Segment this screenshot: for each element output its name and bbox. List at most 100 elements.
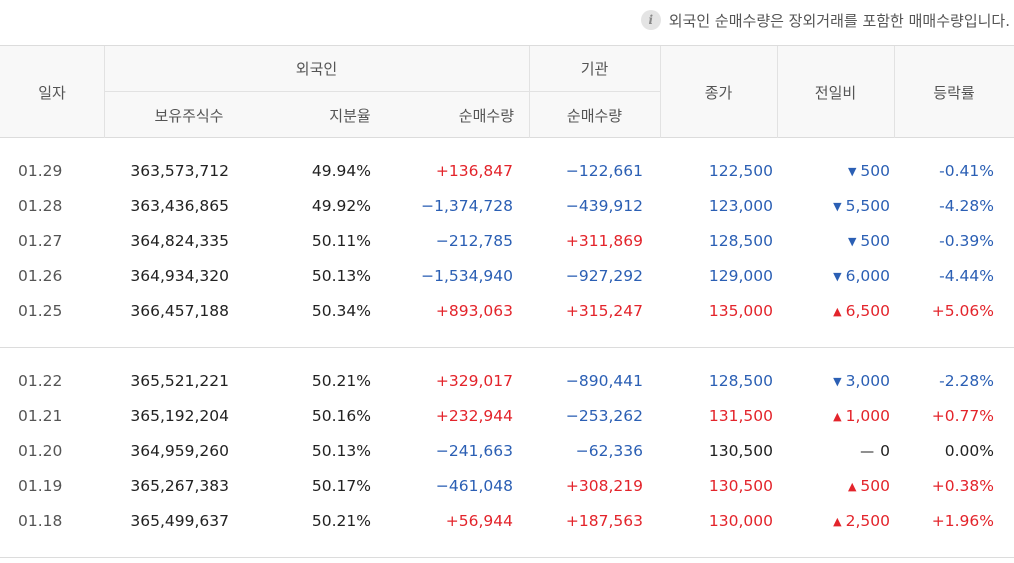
rate-cell: -4.28% bbox=[939, 197, 994, 215]
table-row: 01.21 365,192,204 50.16% +232,944 −253,262 13… bbox=[0, 399, 1014, 434]
ratio-cell: 50.11% bbox=[311, 232, 371, 250]
change-value: 500 bbox=[860, 162, 890, 180]
change-cell: ▲ 500 bbox=[848, 469, 890, 504]
date-cell: 01.21 bbox=[18, 407, 63, 425]
change-cell: —0 bbox=[860, 434, 890, 469]
holdings-cell: 366,457,188 bbox=[130, 302, 229, 320]
foreign-net-cell: +136,847 bbox=[435, 162, 513, 180]
notice: i 외국인 순매수량은 장외거래를 포함한 매매수량입니다. bbox=[640, 9, 1010, 31]
holdings-cell: 365,521,221 bbox=[130, 372, 229, 390]
change-value: 5,500 bbox=[845, 197, 890, 215]
header-ratio: 지분율 bbox=[329, 106, 371, 125]
header-close: 종가 bbox=[704, 83, 733, 102]
change-cell: ▼ 3,000 bbox=[833, 364, 890, 399]
rate-cell: +0.77% bbox=[931, 407, 994, 425]
ratio-cell: 50.21% bbox=[311, 512, 371, 530]
change-value: 500 bbox=[860, 477, 890, 495]
institution-net-cell: −439,912 bbox=[565, 197, 643, 215]
rate-cell: +1.96% bbox=[931, 512, 994, 530]
header-rate: 등락률 bbox=[933, 83, 975, 102]
ratio-cell: 50.34% bbox=[311, 302, 371, 320]
foreign-net-cell: +893,063 bbox=[435, 302, 513, 320]
close-cell: 128,500 bbox=[708, 232, 773, 250]
up-triangle-icon: ▲ bbox=[833, 410, 842, 423]
close-cell: 123,000 bbox=[708, 197, 773, 215]
foreign-net-cell: +329,017 bbox=[435, 372, 513, 390]
foreign-net-cell: −1,534,940 bbox=[421, 267, 513, 285]
notice-text: 외국인 순매수량은 장외거래를 포함한 매매수량입니다. bbox=[668, 11, 1010, 30]
table-row: 01.22 365,521,221 50.21% +329,017 −890,441 12… bbox=[0, 364, 1014, 399]
change-cell: ▼ 5,500 bbox=[833, 189, 890, 224]
institution-net-cell: −890,441 bbox=[565, 372, 643, 390]
foreign-net-cell: −1,374,728 bbox=[421, 197, 513, 215]
rate-cell: -0.41% bbox=[939, 162, 994, 180]
institution-net-cell: +308,219 bbox=[565, 477, 643, 495]
holdings-cell: 363,573,712 bbox=[130, 162, 229, 180]
ratio-cell: 50.17% bbox=[311, 477, 371, 495]
change-cell: ▲ 1,000 bbox=[833, 399, 890, 434]
holdings-cell: 365,267,383 bbox=[130, 477, 229, 495]
holdings-cell: 364,959,260 bbox=[130, 442, 229, 460]
institution-net-cell: −122,661 bbox=[565, 162, 643, 180]
institution-net-cell: +311,869 bbox=[565, 232, 643, 250]
table-row: 01.28 363,436,865 49.92% −1,374,728 −439,912… bbox=[0, 189, 1014, 224]
change-value: 500 bbox=[860, 232, 890, 250]
foreign-net-cell: −212,785 bbox=[435, 232, 513, 250]
institution-net-cell: −253,262 bbox=[565, 407, 643, 425]
close-cell: 129,000 bbox=[708, 267, 773, 285]
down-triangle-icon: ▼ bbox=[847, 165, 857, 178]
table-row: 01.19 365,267,383 50.17% −461,048 +308,219 13… bbox=[0, 469, 1014, 504]
group-divider bbox=[0, 557, 1014, 558]
holdings-cell: 364,824,335 bbox=[130, 232, 229, 250]
institution-net-cell: +187,563 bbox=[565, 512, 643, 530]
change-cell: ▼ 500 bbox=[848, 154, 890, 189]
change-value: 2,500 bbox=[845, 512, 890, 530]
date-cell: 01.27 bbox=[18, 232, 63, 250]
holdings-cell: 363,436,865 bbox=[130, 197, 229, 215]
change-value: 0 bbox=[880, 442, 890, 460]
rate-cell: -0.39% bbox=[939, 232, 994, 250]
down-triangle-icon: ▼ bbox=[847, 235, 857, 248]
date-cell: 01.29 bbox=[18, 162, 63, 180]
flat-dash-icon: — bbox=[860, 444, 875, 460]
table-row: 01.29 363,573,712 49.94% +136,847 −122,661 12… bbox=[0, 154, 1014, 189]
holdings-cell: 365,499,637 bbox=[130, 512, 229, 530]
table-row: 01.20 364,959,260 50.13% −241,663 −62,336 130… bbox=[0, 434, 1014, 469]
group-divider bbox=[0, 347, 1014, 348]
ratio-cell: 49.92% bbox=[311, 197, 371, 215]
change-value: 1,000 bbox=[845, 407, 890, 425]
table-row: 01.25 366,457,188 50.34% +893,063 +315,247 13… bbox=[0, 294, 1014, 329]
table-row: 01.18 365,499,637 50.21% +56,944 +187,563 130… bbox=[0, 504, 1014, 539]
header-holdings: 보유주식수 bbox=[154, 106, 224, 125]
date-cell: 01.22 bbox=[18, 372, 63, 390]
close-cell: 130,500 bbox=[708, 477, 773, 495]
table-row: 01.26 364,934,320 50.13% −1,534,940 −927,292… bbox=[0, 259, 1014, 294]
date-cell: 01.28 bbox=[18, 197, 63, 215]
change-cell: ▲ 6,500 bbox=[833, 294, 890, 329]
table-header: 일자 외국인 기관 보유주식수 지분율 순매수량 순매수량 종가 전일비 등락률 bbox=[0, 45, 1014, 138]
rate-cell: -2.28% bbox=[939, 372, 994, 390]
close-cell: 135,000 bbox=[708, 302, 773, 320]
foreign-net-cell: +232,944 bbox=[435, 407, 513, 425]
date-cell: 01.19 bbox=[18, 477, 63, 495]
change-cell: ▼ 6,000 bbox=[833, 259, 890, 294]
date-cell: 01.20 bbox=[18, 442, 63, 460]
institution-net-cell: +315,247 bbox=[565, 302, 643, 320]
date-cell: 01.26 bbox=[18, 267, 63, 285]
down-triangle-icon: ▼ bbox=[833, 200, 842, 213]
ratio-cell: 50.16% bbox=[311, 407, 371, 425]
close-cell: 131,500 bbox=[708, 407, 773, 425]
change-value: 3,000 bbox=[845, 372, 890, 390]
rate-cell: +5.06% bbox=[931, 302, 994, 320]
down-triangle-icon: ▼ bbox=[833, 375, 842, 388]
header-foreign-group: 외국인 bbox=[295, 60, 338, 78]
institution-net-cell: −62,336 bbox=[575, 442, 643, 460]
change-cell: ▲ 2,500 bbox=[833, 504, 890, 539]
down-triangle-icon: ▼ bbox=[833, 270, 842, 283]
holdings-cell: 364,934,320 bbox=[130, 267, 229, 285]
table-row: 01.27 364,824,335 50.11% −212,785 +311,869 12… bbox=[0, 224, 1014, 259]
up-triangle-icon: ▲ bbox=[833, 305, 842, 318]
ratio-cell: 50.13% bbox=[311, 442, 371, 460]
institution-net-cell: −927,292 bbox=[565, 267, 643, 285]
close-cell: 128,500 bbox=[708, 372, 773, 390]
